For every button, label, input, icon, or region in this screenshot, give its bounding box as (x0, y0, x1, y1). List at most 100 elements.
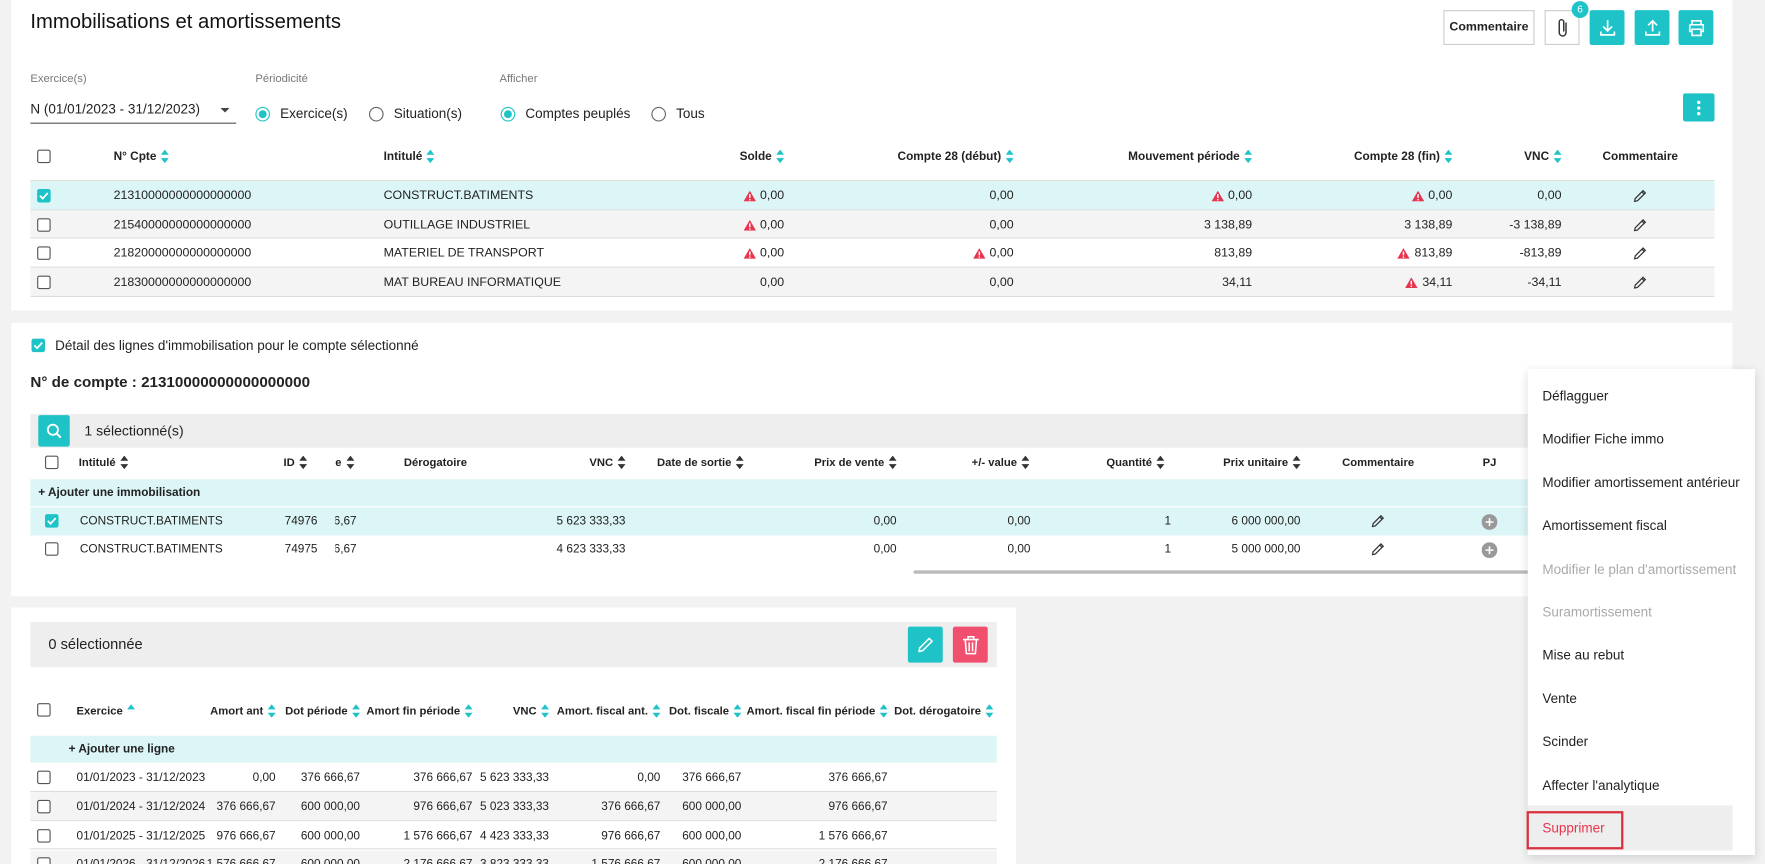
add-row-band (30, 735, 997, 763)
checkbox[interactable] (45, 542, 59, 556)
checkbox[interactable] (31, 338, 45, 353)
sort-icon[interactable] (1553, 149, 1562, 164)
sort-icon[interactable] (733, 704, 742, 718)
amount: -813,89 (1519, 246, 1562, 261)
column-header: Dot période (0, 702, 360, 720)
checkbox[interactable] (37, 799, 51, 814)
table-row[interactable] (30, 791, 997, 821)
attach-add-icon[interactable] (1481, 542, 1498, 558)
sort-icon[interactable] (541, 704, 549, 718)
column-title: Date de sortie (657, 456, 732, 469)
radio[interactable] (368, 106, 384, 121)
edit-button[interactable] (907, 626, 943, 663)
amount: 1 576 666,67 (818, 828, 888, 843)
column-header: Compte 28 (fin) (1002, 147, 1453, 165)
comment-button[interactable]: Commentaire (1443, 10, 1535, 45)
checkbox[interactable] (37, 189, 51, 203)
column-header: VNC (99, 702, 549, 720)
menu-item[interactable]: Scinder (1542, 733, 1589, 750)
checkbox[interactable] (37, 770, 51, 785)
sort-icon[interactable] (160, 149, 169, 164)
more-menu-button[interactable] (1683, 93, 1715, 122)
checkbox[interactable] (45, 455, 59, 470)
column-header: Mouvement période (802, 147, 1253, 165)
table-row[interactable] (30, 181, 1715, 211)
checkbox[interactable] (45, 514, 59, 528)
table-row[interactable] (30, 210, 1715, 239)
attach-add-icon[interactable] (1481, 514, 1498, 530)
table-row[interactable] (30, 267, 1715, 297)
export-button[interactable] (1634, 10, 1670, 45)
delete-button[interactable] (952, 626, 988, 663)
sort-icon[interactable] (1005, 149, 1014, 164)
checkbox[interactable] (37, 149, 51, 164)
menu-item[interactable]: Affecter l'analytique (1542, 776, 1660, 793)
button-icon (1599, 19, 1615, 36)
amount: 5 623 333,33 (480, 770, 549, 785)
radio-label: Tous (676, 105, 705, 122)
menu-item[interactable]: Modifier Fiche immo (1542, 431, 1664, 448)
menu-item[interactable]: Vente (1542, 690, 1577, 707)
sort-icon[interactable] (464, 704, 473, 718)
column-header: Compte 28 (début) (564, 147, 1014, 165)
warning-icon (743, 248, 756, 260)
menu-item[interactable]: Mise au rebut (1542, 647, 1625, 664)
sort-icon[interactable] (346, 455, 354, 470)
column-title: Dot. dérogatoire (894, 704, 981, 718)
table-row[interactable] (30, 506, 1530, 535)
checkbox[interactable] (37, 217, 51, 232)
sort-icon[interactable] (127, 704, 136, 718)
sort-icon[interactable] (120, 455, 129, 470)
sort-icon[interactable] (299, 455, 308, 470)
table-row[interactable] (30, 238, 1715, 268)
amount: 976 666,67 (828, 799, 888, 814)
edit-icon[interactable] (1370, 541, 1386, 557)
table-row[interactable] (30, 534, 1530, 564)
radio[interactable] (650, 106, 666, 121)
sort-icon[interactable] (735, 455, 744, 470)
menu-item[interactable]: Amortissement fiscal (1542, 517, 1667, 534)
edit-icon[interactable] (1370, 513, 1386, 529)
search-button[interactable] (38, 415, 70, 447)
menu-item[interactable]: Supprimer (1542, 820, 1605, 836)
sort-icon[interactable] (1244, 149, 1253, 164)
asset-unit-price: 6 000 000,00 (1231, 514, 1301, 528)
sort-icon[interactable] (1021, 455, 1030, 470)
column-header: ID (284, 453, 308, 471)
sort-icon[interactable] (776, 149, 785, 164)
edit-icon[interactable] (1632, 217, 1648, 233)
sort-icon[interactable] (1156, 455, 1165, 470)
menu-item[interactable]: Déflagguer (1542, 388, 1609, 404)
sort-icon[interactable] (652, 704, 661, 718)
print-button[interactable] (1678, 10, 1714, 45)
sort-icon[interactable] (1444, 149, 1453, 164)
badge-count: 6 (1577, 3, 1583, 15)
check-mark (39, 192, 49, 200)
table-row[interactable] (30, 849, 997, 864)
exercice-dropdown[interactable]: N (01/01/2023 - 31/12/2023) (30, 97, 237, 124)
edit-icon[interactable] (1632, 275, 1648, 291)
table-row[interactable] (30, 762, 997, 792)
sort-icon[interactable] (617, 455, 626, 470)
sort-icon[interactable] (267, 704, 276, 718)
sort-icon[interactable] (888, 455, 897, 470)
checkbox[interactable] (37, 828, 51, 843)
checkbox[interactable] (37, 857, 51, 864)
add-row-button[interactable]: + Ajouter une immobilisation (38, 486, 201, 500)
sort-icon[interactable] (352, 704, 360, 718)
checkbox[interactable] (37, 246, 51, 261)
asset-label: CONSTRUCT.BATIMENTS (79, 514, 223, 528)
edit-icon[interactable] (1632, 188, 1648, 204)
checkbox[interactable] (37, 275, 51, 290)
column-title: ID (283, 456, 295, 469)
sort-icon[interactable] (879, 704, 888, 718)
checkbox[interactable] (37, 703, 51, 717)
sort-icon[interactable] (985, 704, 994, 718)
menu-item[interactable]: Modifier amortissement antérieur (1542, 474, 1740, 491)
download-button[interactable] (1589, 10, 1625, 45)
edit-icon[interactable] (1632, 246, 1648, 262)
amount: -3 138,89 (1509, 217, 1562, 232)
sort-icon[interactable] (426, 149, 435, 164)
sort-icon[interactable] (1292, 455, 1301, 470)
table-row[interactable] (30, 820, 997, 850)
